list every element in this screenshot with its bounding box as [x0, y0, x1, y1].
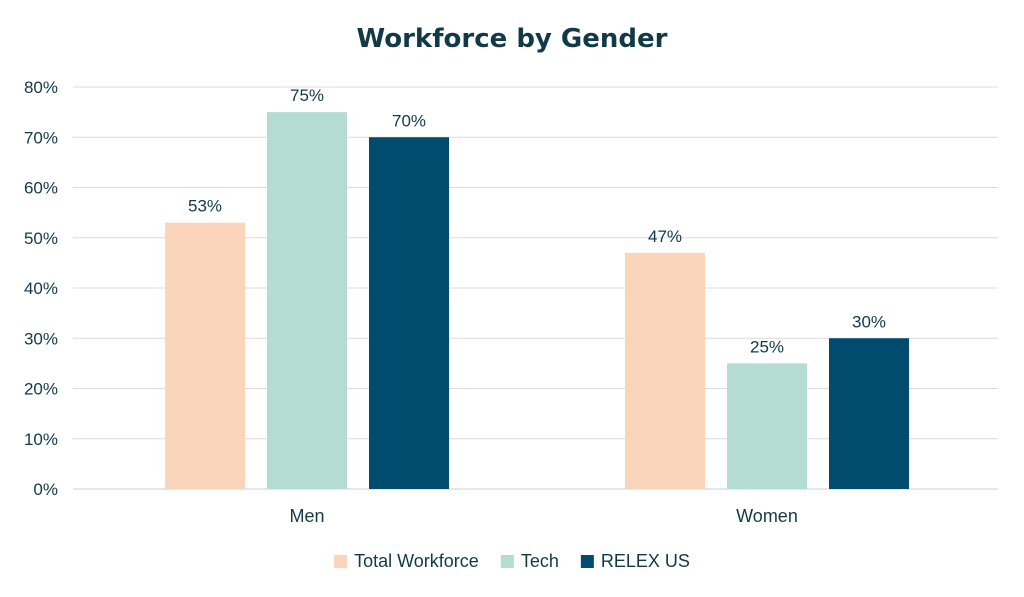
y-tick-label: 40%: [24, 279, 58, 298]
y-tick-label: 30%: [24, 329, 58, 348]
legend-item: Total Workforce: [334, 551, 479, 571]
x-axis-categories: Men Women: [289, 506, 797, 526]
bar-tech-women: [727, 363, 807, 489]
y-tick-label: 20%: [24, 380, 58, 399]
y-axis-ticks: 0% 10% 20% 30% 40% 50% 60% 70% 80%: [24, 78, 58, 499]
data-label: 75%: [290, 86, 324, 105]
legend-item: RELEX US: [580, 551, 690, 571]
legend-label: Total Workforce: [354, 551, 479, 571]
data-labels: 53% 75% 70% 47% 25% 30%: [188, 86, 886, 356]
y-tick-label: 80%: [24, 78, 58, 97]
data-label: 30%: [852, 312, 886, 331]
bar-total-workforce-women: [625, 252, 705, 489]
legend-label: Tech: [521, 551, 559, 571]
y-tick-label: 60%: [24, 179, 58, 198]
legend-swatch: [580, 555, 594, 568]
legend: Total Workforce Tech RELEX US: [334, 551, 690, 571]
bar-relex-us-women: [829, 338, 909, 489]
chart-title: Workforce by Gender: [357, 24, 668, 54]
legend-swatch: [334, 555, 348, 568]
data-label: 47%: [648, 227, 682, 246]
legend-label: RELEX US: [601, 551, 690, 571]
x-category-label: Women: [736, 506, 798, 526]
legend-swatch: [500, 555, 514, 568]
data-label: 70%: [392, 111, 426, 130]
y-tick-label: 0%: [33, 480, 58, 499]
data-label: 53%: [188, 197, 222, 216]
bar-total-workforce-men: [165, 222, 245, 490]
legend-item: Tech: [500, 551, 559, 571]
y-tick-label: 10%: [24, 430, 58, 449]
bar-relex-us-men: [369, 137, 449, 489]
bars: [165, 112, 909, 490]
data-label: 25%: [750, 337, 784, 356]
y-tick-label: 50%: [24, 229, 58, 248]
bar-tech-men: [267, 112, 347, 489]
y-tick-label: 70%: [24, 128, 58, 147]
x-category-label: Men: [289, 506, 324, 526]
